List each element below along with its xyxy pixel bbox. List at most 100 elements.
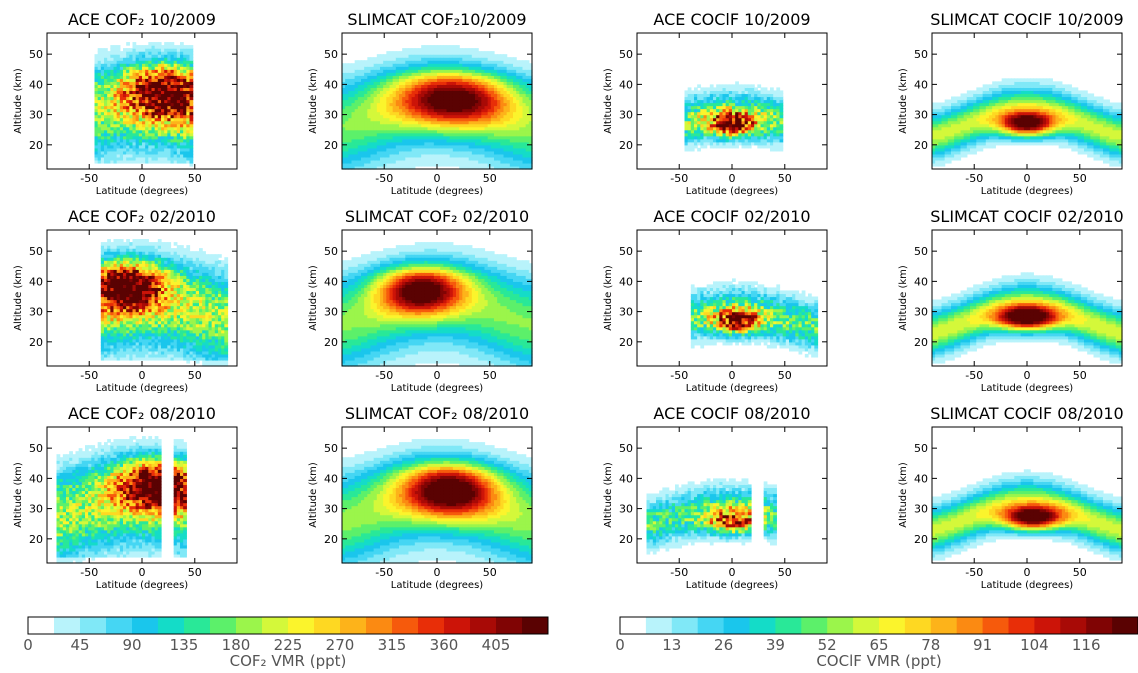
heatmap-cell <box>119 144 124 149</box>
heatmap-cell <box>424 123 429 128</box>
heatmap-cell <box>367 78 372 82</box>
heatmap-cell <box>941 162 946 167</box>
heatmap-cell <box>119 159 124 164</box>
heatmap-cell <box>399 165 403 170</box>
heatmap-cell <box>465 123 470 128</box>
heatmap-cell <box>478 75 482 79</box>
heatmap-cell <box>167 123 172 128</box>
heatmap-cell <box>176 159 181 164</box>
heatmap-cell <box>138 135 143 140</box>
heatmap-cell <box>947 150 952 155</box>
heatmap-cell <box>935 153 939 158</box>
heatmap-cell <box>519 120 524 125</box>
heatmap-cell <box>732 114 736 119</box>
heatmap-cell <box>164 75 168 79</box>
heatmap-cell <box>456 132 460 137</box>
heatmap-cell <box>506 72 511 76</box>
heatmap-cell <box>161 147 165 152</box>
heatmap-cell <box>145 66 149 70</box>
heatmap-cell <box>383 93 387 98</box>
heatmap-cell <box>1020 102 1025 107</box>
heatmap-cell <box>373 150 378 155</box>
heatmap-cell <box>100 93 105 98</box>
heatmap-cell <box>528 117 533 122</box>
heatmap-cell <box>430 153 435 158</box>
heatmap-cell <box>751 99 755 104</box>
heatmap-cell <box>411 72 416 76</box>
x-axis-label: Latitude (degrees) <box>96 186 188 197</box>
heatmap-cell <box>392 129 397 134</box>
heatmap-cell <box>173 129 178 134</box>
heatmap-cell <box>161 138 165 143</box>
heatmap-cell <box>1011 138 1015 143</box>
heatmap-cell <box>354 150 359 155</box>
heatmap-cell <box>389 153 394 158</box>
heatmap-cell <box>170 120 175 125</box>
heatmap-cell <box>361 129 365 134</box>
heatmap-cell <box>392 75 397 79</box>
heatmap-cell <box>443 87 448 92</box>
heatmap-cell <box>694 96 698 101</box>
heatmap-cell <box>430 84 435 88</box>
heatmap-cell <box>995 135 1000 140</box>
heatmap-cell <box>176 75 181 79</box>
heatmap-cell <box>380 57 384 61</box>
heatmap-cell <box>1033 93 1038 98</box>
heatmap-cell <box>525 108 530 113</box>
heatmap-cell <box>376 66 381 70</box>
heatmap-cell <box>148 63 153 67</box>
heatmap-cell <box>513 93 517 98</box>
heatmap-cell <box>424 84 429 88</box>
heatmap-cell <box>176 117 181 122</box>
heatmap-cell <box>119 156 124 161</box>
heatmap-cell <box>1001 81 1006 85</box>
heatmap-cell <box>414 63 419 67</box>
heatmap-cell <box>186 66 191 70</box>
heatmap-cell <box>1001 135 1006 140</box>
heatmap-cell <box>370 63 375 67</box>
heatmap-cell <box>183 63 187 67</box>
heatmap-cell <box>399 93 403 98</box>
heatmap-cell <box>116 60 121 64</box>
heatmap-cell <box>142 48 146 52</box>
heatmap-cell <box>506 165 511 170</box>
heatmap-cell <box>494 63 498 67</box>
heatmap-cell <box>713 132 717 137</box>
heatmap-cell <box>528 99 533 104</box>
heatmap-cell <box>684 120 689 125</box>
heatmap-cell <box>754 120 758 125</box>
heatmap-cell <box>760 141 765 146</box>
heatmap-cell <box>392 156 397 161</box>
heatmap-cell <box>126 96 130 101</box>
heatmap-cell <box>481 165 486 170</box>
heatmap-cell <box>418 63 422 67</box>
heatmap-cell <box>506 126 511 131</box>
heatmap-cell <box>408 117 413 122</box>
heatmap-cell <box>1001 78 1006 82</box>
heatmap-cell <box>1042 138 1047 143</box>
heatmap-cell <box>402 126 406 131</box>
heatmap-cell <box>763 138 768 143</box>
heatmap-cell <box>478 123 482 128</box>
heatmap-cell <box>364 90 368 95</box>
heatmap-cell <box>494 90 498 95</box>
heatmap-cell <box>779 123 784 128</box>
heatmap-cell <box>186 96 191 101</box>
heatmap-cell <box>1030 99 1034 104</box>
heatmap-cell <box>500 159 505 164</box>
heatmap-cell <box>513 102 517 107</box>
heatmap-cell <box>506 108 511 113</box>
heatmap-cell <box>129 99 134 104</box>
heatmap-cell <box>110 66 115 70</box>
heatmap-cell <box>519 105 524 110</box>
heatmap-cell <box>161 114 165 119</box>
heatmap-cell <box>471 75 476 79</box>
heatmap-cell <box>97 93 102 98</box>
heatmap-cell <box>433 90 438 95</box>
heatmap-cell <box>513 111 517 116</box>
heatmap-cell <box>167 57 172 61</box>
heatmap-cell <box>100 96 105 101</box>
heatmap-cell <box>452 141 457 146</box>
heatmap-cell <box>471 99 476 104</box>
heatmap-cell <box>516 84 520 88</box>
